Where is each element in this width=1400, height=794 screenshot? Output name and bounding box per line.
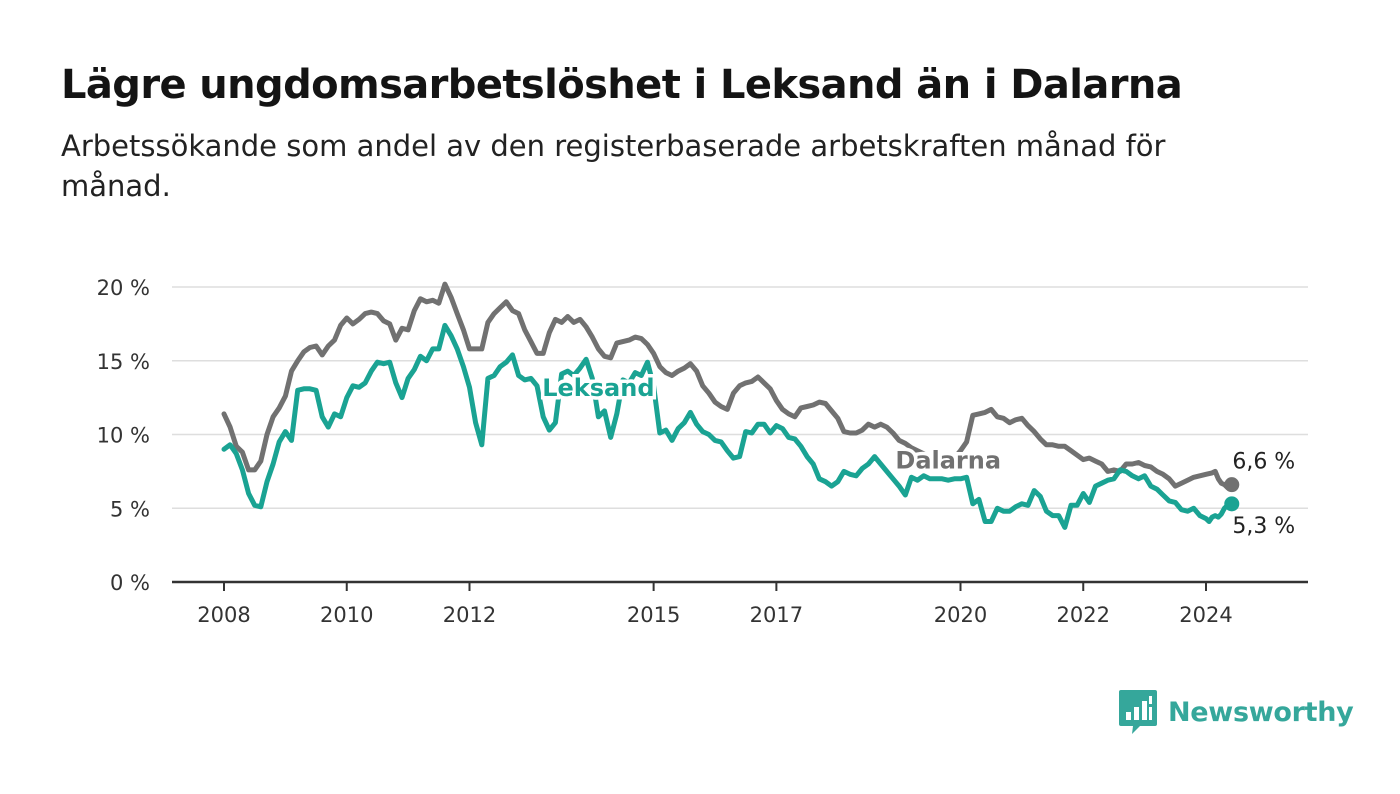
x-axis: 2008 2010 2012 2015 2017 2020 2022 2024 bbox=[172, 580, 1308, 627]
bar-chart-speech-bubble-icon bbox=[1119, 690, 1157, 734]
dalarna-end-value-label: 6,6 % bbox=[1232, 450, 1295, 475]
series-labels: 6,6 % 5,3 % Leksand Dalarna bbox=[539, 371, 1298, 542]
y-tick-label: 10 % bbox=[97, 424, 150, 448]
chart-subtitle: Arbetssökande som andel av den registerb… bbox=[61, 129, 1166, 203]
x-tick-label: 2012 bbox=[443, 603, 496, 627]
chart-title: Lägre ungdomsarbetslöshet i Leksand än i… bbox=[61, 62, 1183, 108]
y-tick-label: 5 % bbox=[110, 497, 150, 521]
leksand-end-value-label: 5,3 % bbox=[1232, 514, 1295, 539]
x-tick-label: 2017 bbox=[750, 603, 803, 627]
x-tick-label: 2015 bbox=[627, 603, 680, 627]
x-tick-label: 2022 bbox=[1057, 603, 1110, 627]
y-axis-tick-labels: 0 % 5 % 10 % 15 % 20 % bbox=[97, 276, 150, 595]
x-tick-label: 2010 bbox=[320, 603, 373, 627]
leksand-line bbox=[221, 322, 1235, 530]
dalarna-end-marker bbox=[1224, 477, 1240, 493]
x-tick-label: 2020 bbox=[934, 603, 987, 627]
y-tick-label: 20 % bbox=[97, 276, 150, 300]
y-tick-label: 15 % bbox=[97, 350, 150, 374]
brand-name: Newsworthy bbox=[1168, 696, 1354, 728]
newsworthy-logo: Newsworthy bbox=[1118, 688, 1354, 736]
dalarna-series-label: Dalarna bbox=[895, 446, 1001, 474]
y-tick-label: 0 % bbox=[110, 571, 150, 595]
leksand-end-marker bbox=[1224, 496, 1240, 512]
series-lines bbox=[221, 281, 1240, 530]
x-tick-label: 2008 bbox=[197, 603, 250, 627]
dalarna-line bbox=[221, 281, 1235, 491]
grid-lines bbox=[172, 286, 1308, 509]
x-tick-label: 2024 bbox=[1179, 603, 1232, 627]
leksand-series-label: Leksand bbox=[542, 374, 654, 402]
